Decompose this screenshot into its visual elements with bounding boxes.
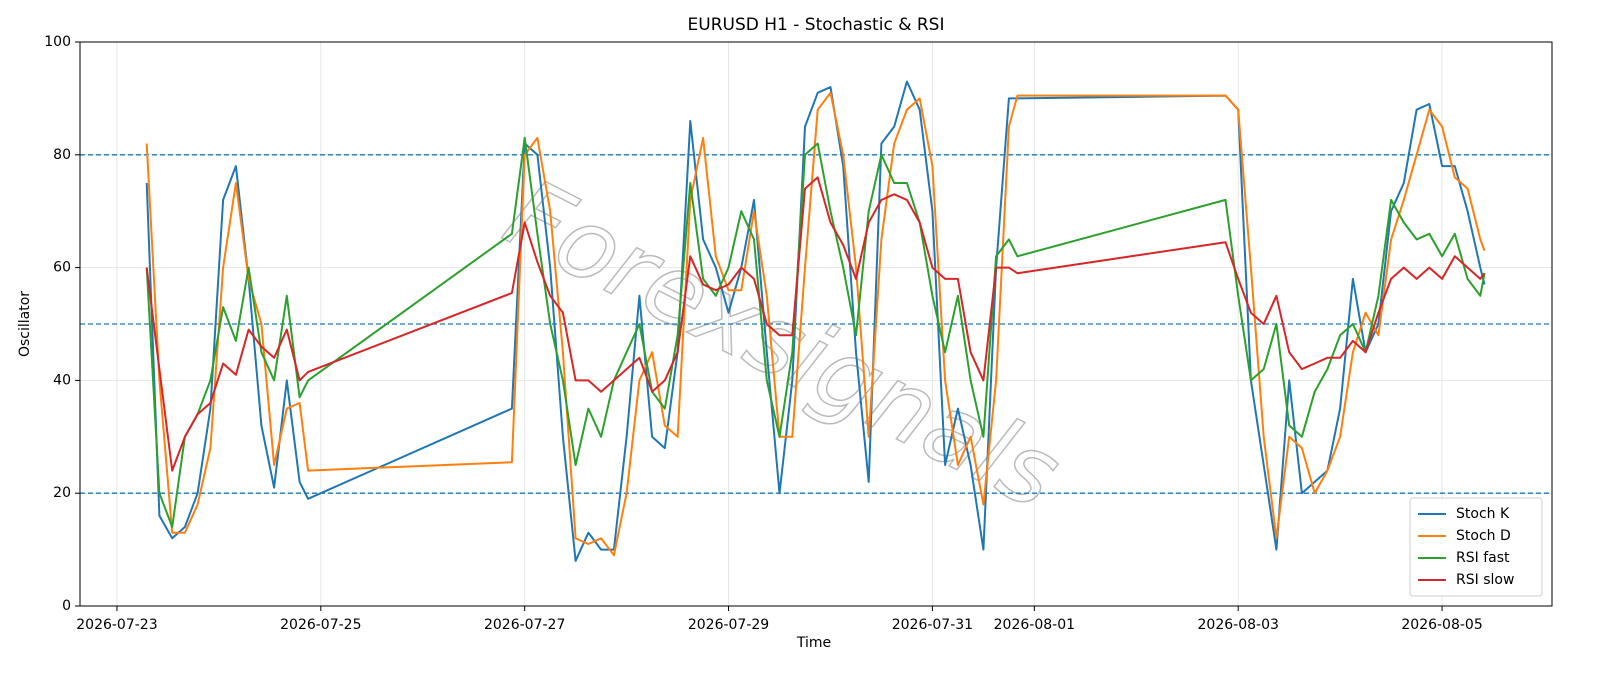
x-tick-label: 2026-08-03	[1198, 617, 1279, 633]
y-tick-label: 0	[62, 598, 71, 614]
y-tick-label: 20	[53, 485, 71, 501]
y-tick-label: 60	[53, 260, 71, 276]
y-tick-label: 100	[44, 34, 71, 50]
x-tick-label: 2026-07-31	[892, 617, 973, 633]
y-tick-label: 40	[53, 372, 71, 388]
x-axis-label: Time	[796, 635, 831, 651]
legend-label: Stoch D	[1456, 528, 1511, 544]
x-tick-label: 2026-07-27	[484, 617, 565, 633]
series-line	[145, 91, 1486, 557]
legend-label: Stoch K	[1456, 506, 1510, 522]
x-tick-label: 2026-07-25	[280, 617, 361, 633]
legend-label: RSI slow	[1456, 572, 1514, 588]
series-line	[145, 80, 1486, 562]
y-axis-label: Oscillator	[17, 291, 33, 357]
legend-box	[1409, 497, 1543, 597]
x-tick-label: 2026-08-01	[994, 617, 1075, 633]
y-tick-label: 80	[53, 147, 71, 163]
x-tick-label: 2026-07-23	[76, 617, 157, 633]
series-line	[145, 176, 1486, 472]
legend-label: RSI fast	[1456, 550, 1510, 566]
legend: Stoch K Stoch D RSI fast RSI slow	[1409, 497, 1543, 597]
x-tick-label: 2026-08-05	[1401, 617, 1482, 633]
x-tick-label: 2026-07-29	[688, 617, 769, 633]
plot-frame	[79, 41, 1553, 607]
chart-title: EURUSD H1 - Stochastic & RSI	[688, 15, 945, 35]
